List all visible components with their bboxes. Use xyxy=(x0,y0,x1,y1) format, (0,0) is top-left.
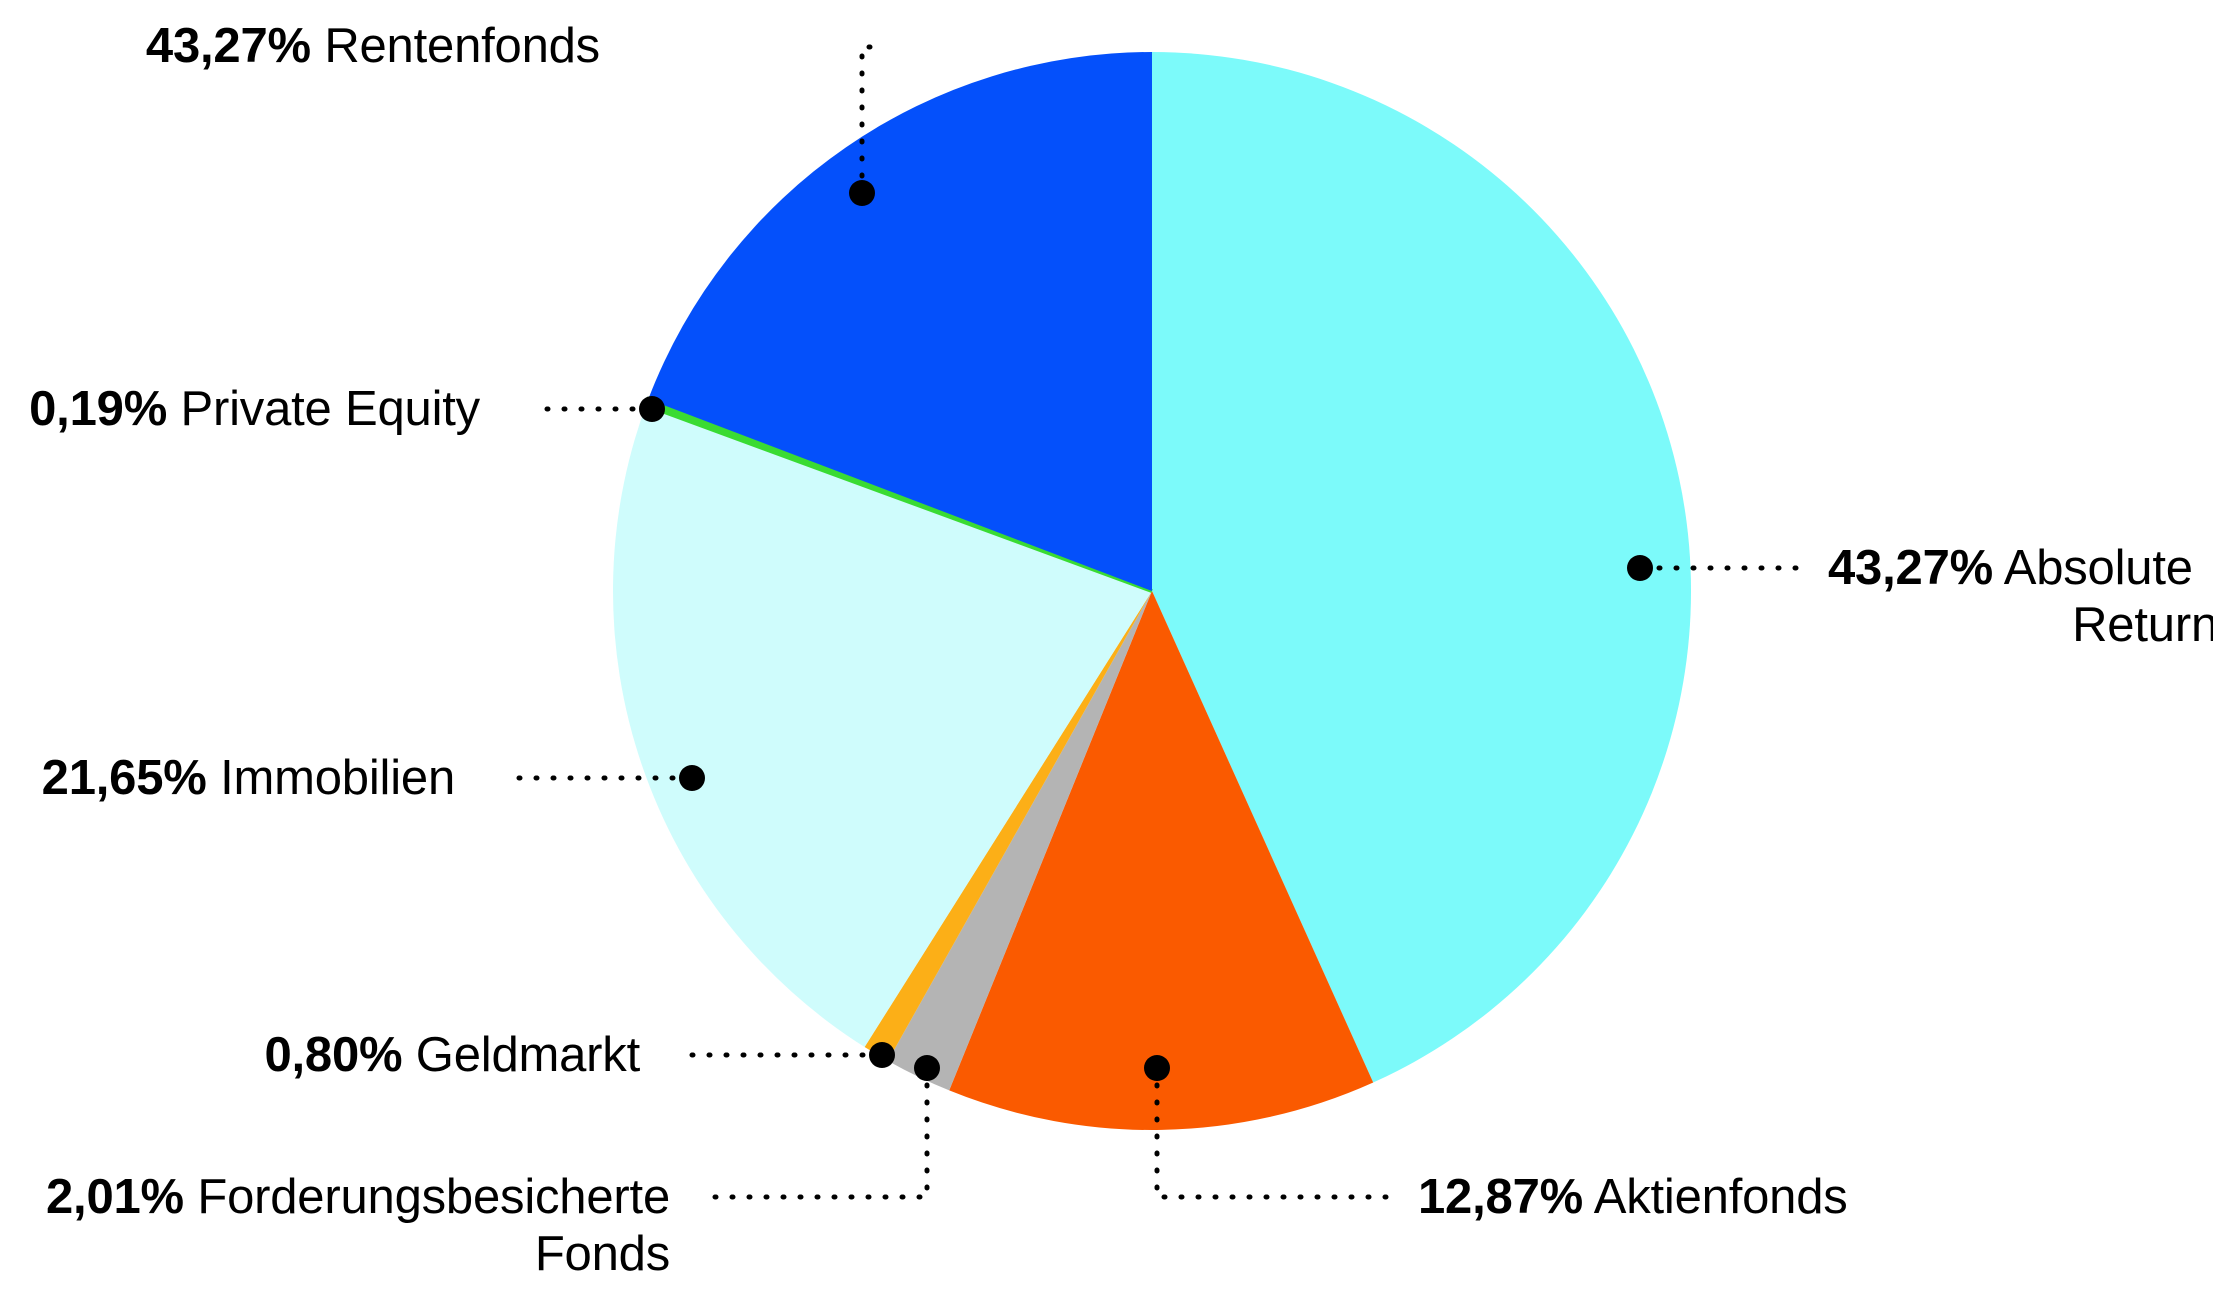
leader-line-forderungsbesicherte-fonds xyxy=(697,1065,930,1200)
leader-dot-absolute-return xyxy=(1627,555,1653,581)
slice-name-rentenfonds: Rentenfonds xyxy=(324,19,600,73)
slice-name-absolute-return: Absolute xyxy=(2003,541,2193,595)
leader-dot-rentenfonds xyxy=(849,180,875,206)
pie-slice-aktienfonds[interactable] xyxy=(949,591,1374,1131)
leader-dot-private-equity xyxy=(639,396,665,422)
slice-label-immobilien: 21,65% Immobilien xyxy=(0,750,456,807)
slice-name-geldmarkt: Geldmarkt xyxy=(415,1028,640,1082)
pie-slices-group xyxy=(612,52,1692,1131)
leader-dot-geldmarkt xyxy=(869,1042,895,1068)
pie-slice-geldmarkt[interactable] xyxy=(864,591,1152,1061)
slice-name-private-equity: Private Equity xyxy=(180,382,480,436)
slice-label-geldmarkt: 0,80% Geldmarkt xyxy=(100,1027,640,1084)
slice-percent-forderungsbesicherte-fonds: 2,01% xyxy=(45,1170,184,1224)
pie-slice-immobilien[interactable] xyxy=(612,405,1152,1047)
slice-name-forderungsbesicherte-fonds: Forderungsbesicherte xyxy=(197,1170,670,1224)
slice-name-immobilien: Immobilien xyxy=(220,751,455,805)
slice-label-private-equity: 0,19% Private Equity xyxy=(0,381,480,438)
slice-percent-absolute-return: 43,27% xyxy=(1828,541,1993,595)
slice-percent-private-equity: 0,19% xyxy=(29,382,168,436)
slice-percent-aktienfonds: 12,87% xyxy=(1418,1170,1583,1224)
slice-label-aktienfonds: 12,87% Aktienfonds xyxy=(1418,1169,2118,1226)
slice-name-forderungsbesicherte-fonds-line2: Fonds xyxy=(534,1226,670,1281)
slice-percent-geldmarkt: 0,80% xyxy=(264,1028,403,1082)
pie-slice-forderungsbesicherte-fonds[interactable] xyxy=(887,591,1152,1091)
leader-dot-immobilien xyxy=(679,765,705,791)
slice-name-absolute-return-line2: Return xyxy=(2072,597,2213,652)
slice-label-rentenfonds: 43,27% Rentenfonds xyxy=(60,18,600,75)
slice-label-forderungsbesicherte-fonds: 2,01% Forderungsbesicherte Fonds xyxy=(0,1169,670,1283)
leader-line-rentenfonds xyxy=(859,44,875,196)
slice-percent-rentenfonds: 43,27% xyxy=(145,19,311,73)
slice-label-absolute-return: 43,27% Absolute Return xyxy=(1828,540,2213,654)
leader-dot-aktienfonds xyxy=(1144,1055,1170,1081)
pie-slice-absolute-return[interactable] xyxy=(1152,52,1692,1083)
pie-slice-rentenfonds[interactable] xyxy=(648,52,1152,591)
leader-lines-group xyxy=(506,44,1803,1200)
slice-name-aktienfonds: Aktienfonds xyxy=(1593,1170,1848,1224)
leader-dot-forderungsbesicherte-fonds xyxy=(914,1055,940,1081)
slice-percent-immobilien: 21,65% xyxy=(41,751,207,805)
